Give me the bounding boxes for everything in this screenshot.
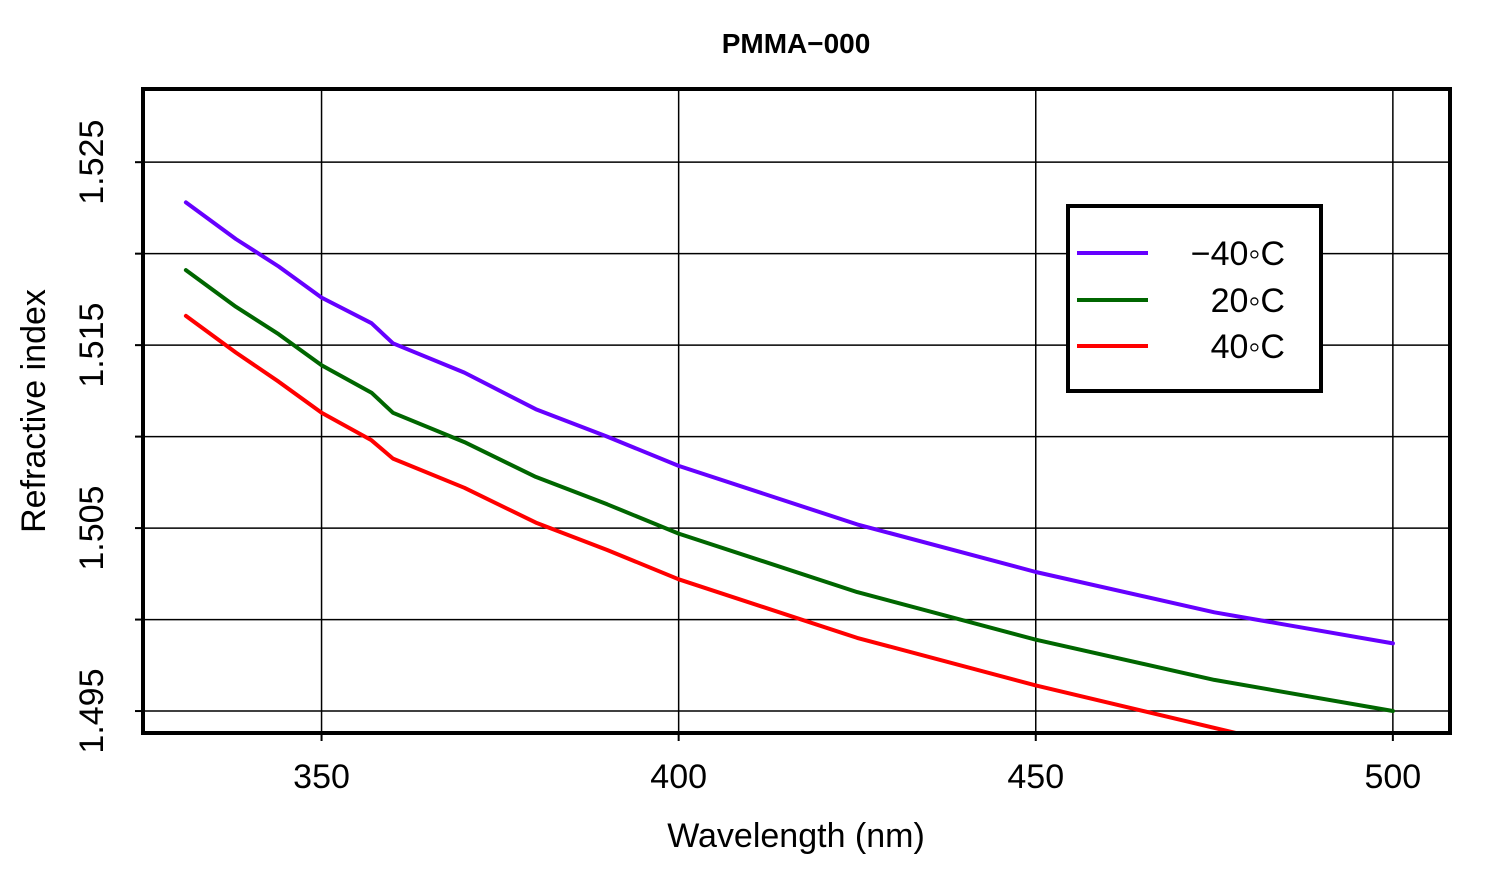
series-line-1 bbox=[183, 268, 1395, 713]
x-tick-label: 400 bbox=[650, 758, 707, 796]
legend-label: 40◦C bbox=[1211, 328, 1285, 366]
series-line-0 bbox=[183, 200, 1395, 646]
plot-background bbox=[143, 89, 1450, 733]
x-tick-label: 350 bbox=[293, 758, 350, 796]
x-tick-label: 500 bbox=[1364, 758, 1421, 796]
y-tick-label: 1.505 bbox=[73, 486, 111, 571]
series-line-2 bbox=[183, 313, 1238, 733]
x-axis-label: Wavelength (nm) bbox=[667, 817, 925, 855]
legend-label: 20◦C bbox=[1211, 282, 1285, 320]
y-axis-label: Refractive index bbox=[15, 289, 53, 533]
y-tick-label: 1.495 bbox=[73, 668, 111, 753]
series-group bbox=[183, 200, 1395, 733]
legend-label: −40◦C bbox=[1191, 235, 1285, 273]
legend: −40◦C 20◦C 40◦C bbox=[1066, 204, 1323, 393]
plot-frame bbox=[141, 87, 1452, 735]
chart-title: PMMA−000 bbox=[722, 28, 871, 59]
x-axis-ticks: 350 400 450 500 bbox=[293, 733, 1421, 796]
y-axis-ticks: 1.495 1.505 1.515 1.525 bbox=[73, 120, 143, 754]
x-tick-label: 450 bbox=[1007, 758, 1064, 796]
y-tick-label: 1.525 bbox=[73, 120, 111, 205]
y-tick-label: 1.515 bbox=[73, 303, 111, 388]
